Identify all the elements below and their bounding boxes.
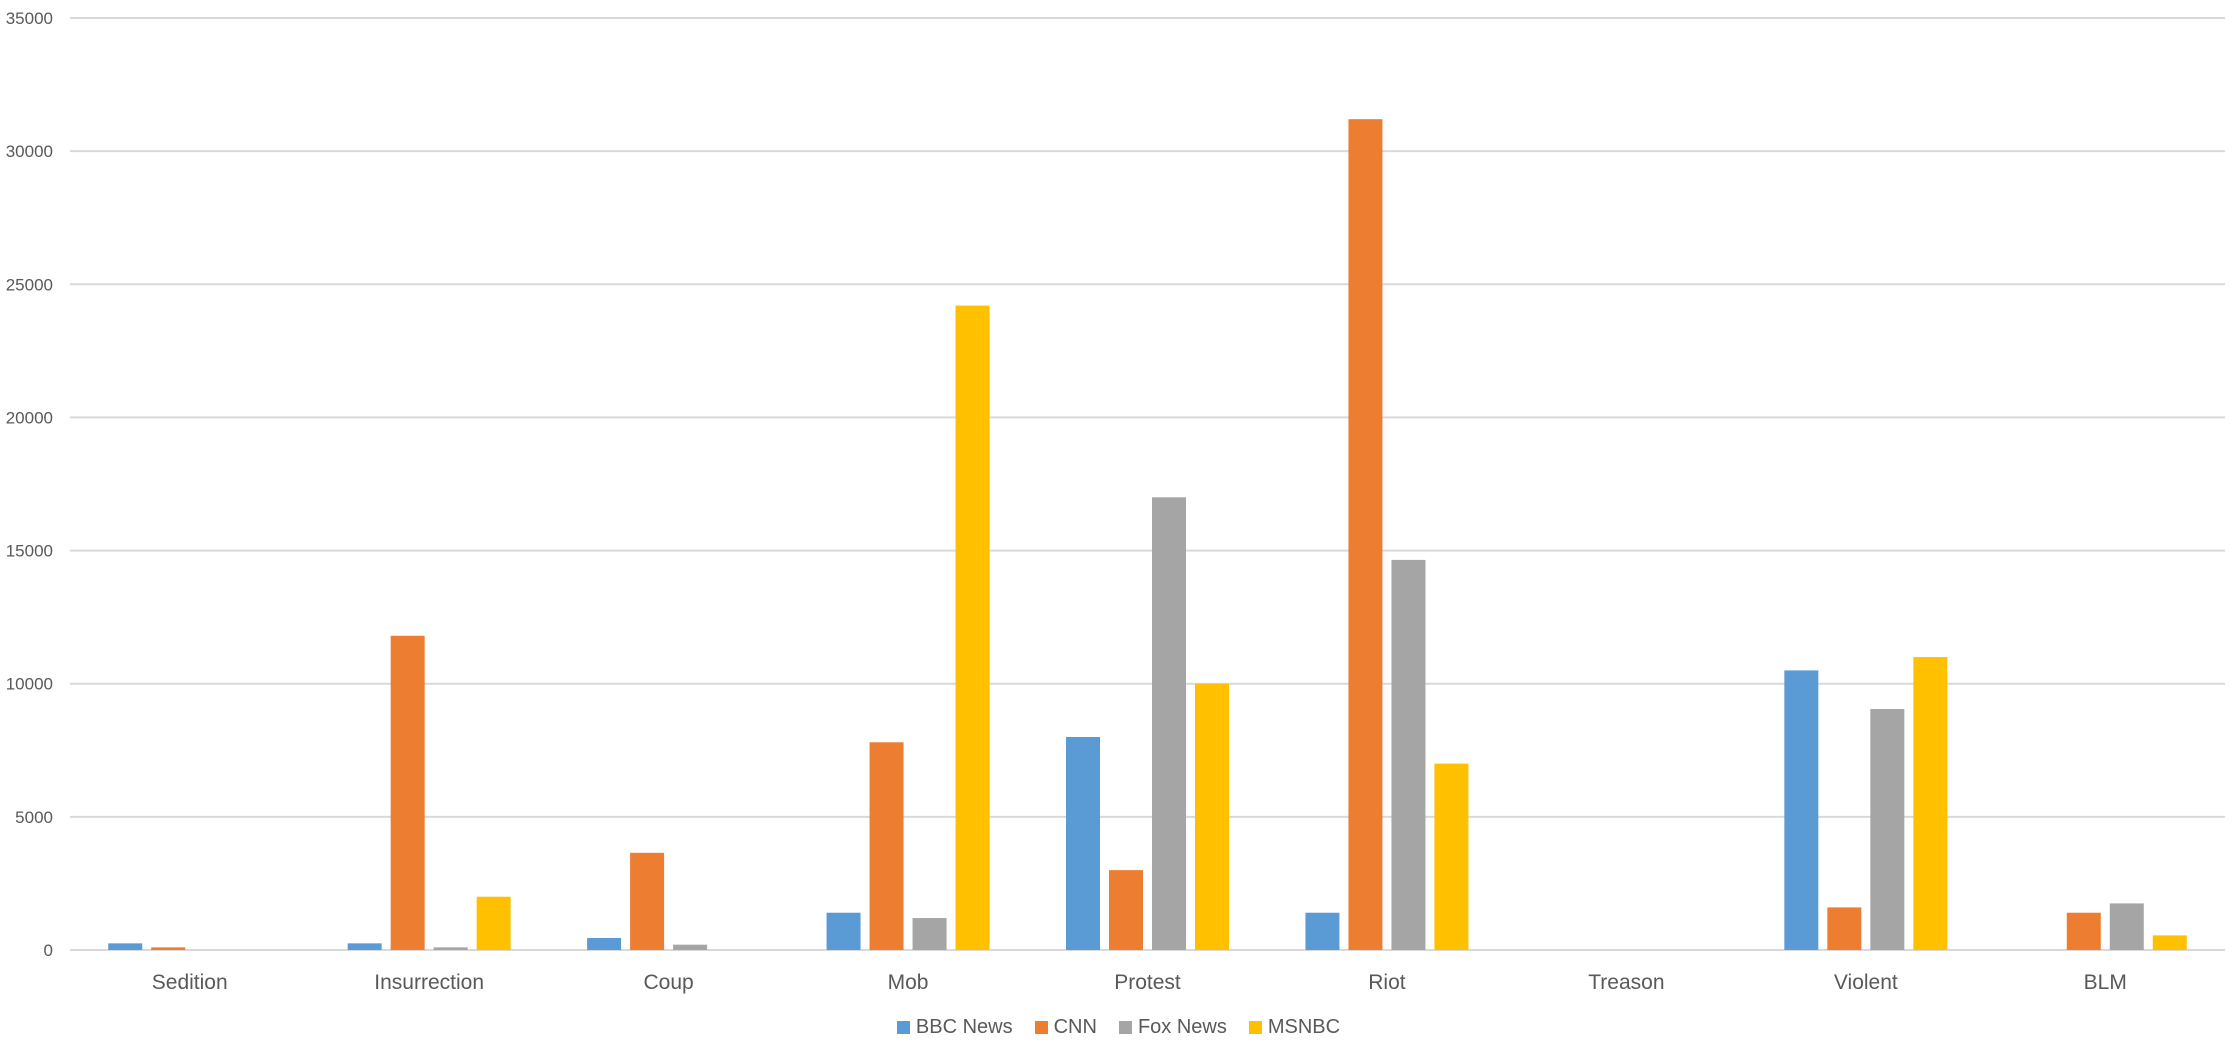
- x-axis: Sedition Insurrection Coup Mob Protest Riot Tr…: [152, 971, 2127, 994]
- x-tick-label: Protest: [1114, 971, 1181, 994]
- legend-swatch: [1034, 1021, 1048, 1034]
- x-tick-label: Mob: [888, 971, 929, 994]
- bar-bbc-news-protest: [1066, 736, 1100, 950]
- y-axis: 0 5000 10000 15000 20000 25000 30000 35000: [6, 9, 53, 960]
- legend-swatch: [1118, 1021, 1132, 1034]
- legend-item-cnn: CNN: [1034, 1016, 1097, 1039]
- bar-msnbc-protest: [1195, 683, 1229, 950]
- bar-bbc-news-violent: [1784, 670, 1819, 950]
- x-tick-label: BLM: [2084, 971, 2127, 994]
- bar-fox-news-blm: [2109, 903, 2144, 950]
- legend-label: BBC News: [915, 1016, 1013, 1038]
- legend-label: Fox News: [1137, 1016, 1227, 1038]
- bar-fox-news-protest: [1152, 497, 1186, 950]
- legend-item-bbc-news: BBC News: [896, 1016, 1013, 1039]
- bar-msnbc-riot: [1434, 763, 1469, 950]
- y-tick-label: 35000: [6, 9, 53, 28]
- bar-bbc-news-coup: [587, 938, 622, 950]
- x-tick-label: Riot: [1368, 971, 1406, 994]
- bar-fox-news-mob: [912, 918, 947, 950]
- legend-swatch: [1248, 1021, 1262, 1034]
- bar-cnn-blm: [2066, 912, 2101, 950]
- bar-bbc-news-riot: [1305, 912, 1340, 950]
- legend-item-msnbc: MSNBC: [1248, 1016, 1341, 1039]
- bar-bbc-news-mob: [826, 912, 861, 950]
- bar-cnn-violent: [1827, 907, 1862, 950]
- x-tick-label: Treason: [1588, 971, 1664, 994]
- y-tick-label: 0: [44, 941, 53, 960]
- bar-cnn-coup: [630, 852, 665, 950]
- y-tick-label: 5000: [15, 808, 53, 827]
- bar-cnn-mob: [869, 742, 904, 950]
- y-tick-label: 10000: [6, 675, 53, 694]
- x-tick-label: Violent: [1834, 971, 1898, 994]
- x-tick-label: Sedition: [152, 971, 228, 994]
- bar-cnn-protest: [1109, 870, 1143, 950]
- gridlines: [70, 17, 2225, 951]
- legend-swatch: [896, 1021, 910, 1034]
- bar-fox-news-insurrection: [433, 947, 468, 950]
- bar-fox-news-riot: [1391, 559, 1426, 950]
- bar-cnn-insurrection: [390, 635, 425, 950]
- y-tick-label: 25000: [6, 275, 53, 294]
- x-tick-label: Insurrection: [374, 971, 484, 994]
- legend-item-fox-news: Fox News: [1118, 1016, 1227, 1039]
- bar-msnbc-insurrection: [476, 896, 511, 950]
- bar-bbc-news-sedition: [108, 943, 143, 950]
- y-tick-label: 30000: [6, 142, 53, 161]
- bar-fox-news-coup: [673, 944, 708, 950]
- bar-cnn-riot: [1348, 119, 1383, 950]
- bar-fox-news-violent: [1870, 709, 1905, 950]
- legend-label: MSNBC: [1267, 1016, 1341, 1038]
- bar-bbc-news-insurrection: [347, 943, 382, 950]
- x-tick-label: Coup: [644, 971, 694, 994]
- bars: [108, 119, 2187, 950]
- bar-msnbc-mob: [955, 305, 990, 950]
- bar-cnn-sedition: [151, 947, 186, 950]
- legend: BBC News CNN Fox News MSNBC: [0, 1016, 2237, 1039]
- legend-label: CNN: [1053, 1016, 1097, 1038]
- y-tick-label: 20000: [6, 408, 53, 427]
- bar-msnbc-violent: [1913, 657, 1948, 950]
- y-tick-label: 15000: [6, 542, 53, 561]
- bar-msnbc-blm: [2152, 935, 2187, 950]
